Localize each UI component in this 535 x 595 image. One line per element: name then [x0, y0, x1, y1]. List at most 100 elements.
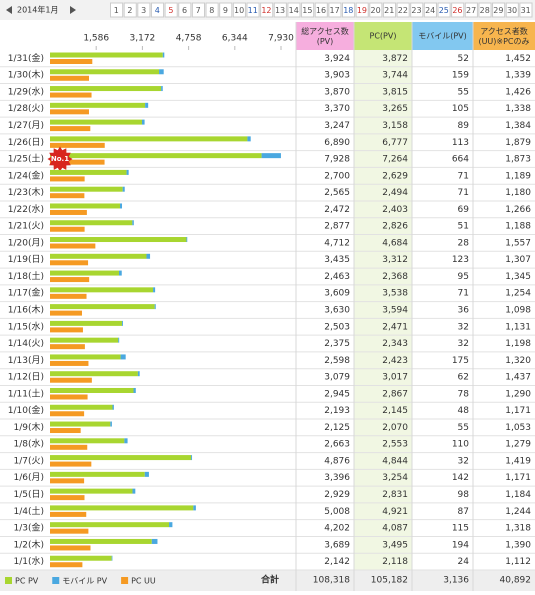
pc-pv-bar — [50, 421, 111, 427]
day-box[interactable] — [273, 2, 287, 18]
day-label[interactable]: 5 — [168, 6, 173, 15]
day-box[interactable] — [191, 2, 206, 18]
day-box[interactable] — [464, 2, 478, 18]
pc-cell: 3,594 — [382, 306, 408, 316]
total-cell: 6,890 — [324, 138, 350, 148]
day-label[interactable]: 28 — [480, 6, 490, 15]
total-cell: 2,945 — [324, 389, 350, 399]
day-label[interactable]: 21 — [384, 6, 394, 15]
mobile-cell: 24 — [458, 557, 470, 567]
day-box[interactable] — [110, 2, 124, 18]
day-label[interactable]: 27 — [466, 6, 476, 15]
day-box[interactable] — [492, 2, 506, 18]
day-label[interactable]: 30 — [507, 6, 517, 15]
day-label[interactable]: 17 — [330, 6, 340, 15]
pc-cell: 3,254 — [382, 473, 408, 483]
pc-uu-bar — [50, 109, 89, 115]
day-label[interactable]: 11 — [248, 6, 258, 15]
day-label[interactable]: 10 — [234, 6, 244, 15]
day-box[interactable] — [137, 2, 151, 18]
day-box[interactable] — [505, 2, 519, 18]
day-label[interactable]: 18 — [343, 6, 353, 15]
pc-pv-bar — [50, 169, 127, 175]
pc-uu-bar — [50, 511, 87, 517]
total-cell: 3,079 — [324, 373, 350, 383]
mobile-pv-bar — [261, 153, 281, 159]
day-box[interactable] — [369, 2, 383, 18]
day-box[interactable] — [219, 2, 233, 18]
next-arrow[interactable] — [70, 6, 76, 14]
day-label[interactable]: 23 — [411, 6, 421, 15]
mobile-pv-bar — [118, 337, 120, 343]
mobile-cell: 89 — [458, 121, 470, 131]
uu-cell: 1,318 — [505, 524, 531, 534]
day-label[interactable]: 20 — [370, 6, 380, 15]
day-box[interactable] — [451, 2, 465, 18]
day-label[interactable]: 19 — [357, 6, 367, 15]
mobile-pv-bar — [112, 404, 114, 410]
day-box[interactable] — [205, 2, 219, 18]
legend-label: PC PV — [15, 577, 39, 586]
row-date: 1/24(金) — [8, 169, 44, 181]
day-box[interactable] — [246, 2, 260, 18]
day-label[interactable]: 9 — [223, 6, 228, 15]
header-total — [296, 22, 354, 50]
day-label[interactable]: 7 — [196, 6, 201, 15]
day-box[interactable] — [478, 2, 492, 18]
day-box[interactable] — [410, 2, 424, 18]
day-label[interactable]: 2 — [127, 6, 132, 15]
day-box[interactable] — [355, 2, 369, 18]
total-cell: 7,928 — [324, 155, 350, 165]
pc-cell: 4,087 — [382, 524, 408, 534]
day-label[interactable]: 16 — [316, 6, 326, 15]
day-label[interactable]: 6 — [182, 6, 187, 15]
day-box[interactable] — [519, 2, 533, 18]
day-box[interactable] — [123, 2, 137, 18]
day-box[interactable] — [314, 2, 328, 18]
day-label[interactable]: 14 — [289, 6, 299, 15]
day-label[interactable]: 1 — [114, 6, 119, 15]
day-box[interactable] — [341, 2, 356, 18]
day-label[interactable]: 3 — [141, 6, 146, 15]
day-label[interactable]: 4 — [155, 6, 160, 15]
day-label[interactable]: 15 — [302, 6, 312, 15]
pc-cell: 2,629 — [382, 171, 408, 181]
day-label[interactable]: 26 — [452, 6, 462, 15]
uu-cell: 1,184 — [505, 490, 531, 500]
pc-pv-bar — [50, 136, 248, 142]
day-label[interactable]: 12 — [261, 6, 271, 15]
uu-cell: 1,384 — [505, 121, 531, 131]
day-box[interactable] — [382, 2, 397, 18]
day-box[interactable] — [178, 2, 192, 18]
day-box[interactable] — [232, 2, 246, 18]
day-label[interactable]: 25 — [439, 6, 449, 15]
day-box[interactable] — [328, 2, 342, 18]
mobile-pv-bar — [247, 136, 251, 142]
day-box[interactable] — [260, 2, 274, 18]
day-label[interactable]: 29 — [493, 6, 503, 15]
pc-pv-bar — [50, 69, 160, 75]
day-box[interactable] — [150, 2, 165, 18]
day-label[interactable]: 8 — [209, 6, 214, 15]
day-label[interactable]: 13 — [275, 6, 285, 15]
uu-cell: 1,426 — [505, 87, 531, 97]
day-label[interactable]: 22 — [398, 6, 408, 15]
pc-pv-bar — [50, 538, 152, 544]
prev-arrow[interactable] — [6, 6, 12, 14]
day-box[interactable] — [437, 2, 451, 18]
total-cell: 2,375 — [324, 339, 350, 349]
pc-uu-bar — [50, 293, 87, 299]
mobile-cell: 55 — [458, 87, 469, 97]
day-box[interactable] — [423, 2, 437, 18]
uu-cell: 1,339 — [505, 71, 531, 81]
day-box[interactable] — [396, 2, 410, 18]
legend-swatch — [121, 577, 129, 584]
day-box[interactable] — [164, 2, 178, 18]
column-header: PC(PV) — [370, 32, 397, 41]
day-box[interactable] — [287, 2, 301, 18]
day-label[interactable]: 31 — [521, 6, 531, 15]
day-box[interactable] — [301, 2, 315, 18]
pc-uu-bar — [50, 159, 105, 165]
day-label[interactable]: 24 — [425, 6, 435, 15]
pc-pv-bar — [50, 220, 133, 226]
